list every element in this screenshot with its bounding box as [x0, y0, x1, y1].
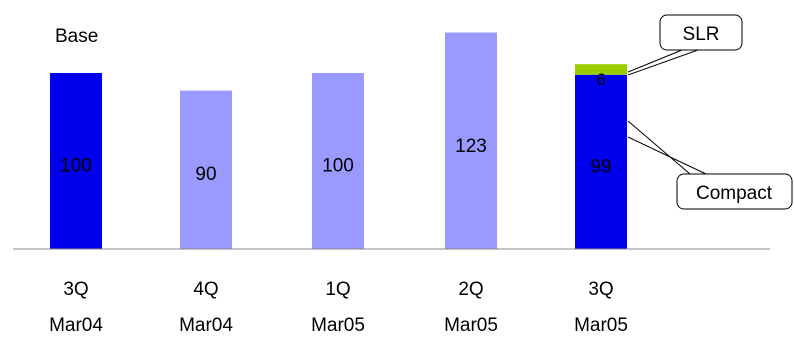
bars-layer: 100 90 100 123 99 6	[50, 32, 627, 249]
bar-3	[445, 32, 497, 249]
bar-slr-4	[575, 64, 627, 75]
tick-label-quarter-4: 3Q	[588, 279, 613, 300]
tick-label-month-3: Mar05	[444, 315, 498, 336]
data-label-0: 100	[60, 156, 92, 177]
bar-4	[575, 74, 627, 249]
compact-callout-box	[676, 173, 793, 210]
tick-label-quarter-1: 4Q	[193, 279, 218, 300]
compact-callout-pointer	[627, 120, 707, 175]
slr-callout-pointer	[627, 49, 699, 76]
data-label-1: 90	[195, 164, 216, 185]
tick-label-month-1: Mar04	[179, 315, 233, 336]
tick-label-quarter-0: 3Q	[63, 279, 88, 300]
tick-label-month-2: Mar05	[311, 315, 365, 336]
chart-title: Base	[55, 26, 98, 47]
data-label-2: 100	[322, 156, 354, 177]
tick-labels-layer: 3Q Mar04 4Q Mar04 1Q Mar05 2Q Mar05 3Q Mar05	[49, 279, 628, 336]
data-label-3: 123	[455, 136, 487, 157]
slr-callout-text: SLR	[683, 24, 720, 45]
data-label-4: 99	[590, 156, 611, 177]
bar-0	[50, 73, 102, 249]
callouts-layer: SLR Compact	[627, 14, 793, 210]
tick-label-quarter-2: 1Q	[325, 279, 350, 300]
slr-data-label: 6	[596, 70, 605, 89]
bar-2	[312, 73, 364, 249]
bar-1	[180, 90, 232, 249]
slr-callout-box	[659, 14, 743, 51]
tick-label-month-4: Mar05	[574, 315, 628, 336]
tick-label-quarter-3: 2Q	[458, 279, 483, 300]
tick-label-month-0: Mar04	[49, 315, 103, 336]
compact-callout-text: Compact	[696, 183, 773, 204]
